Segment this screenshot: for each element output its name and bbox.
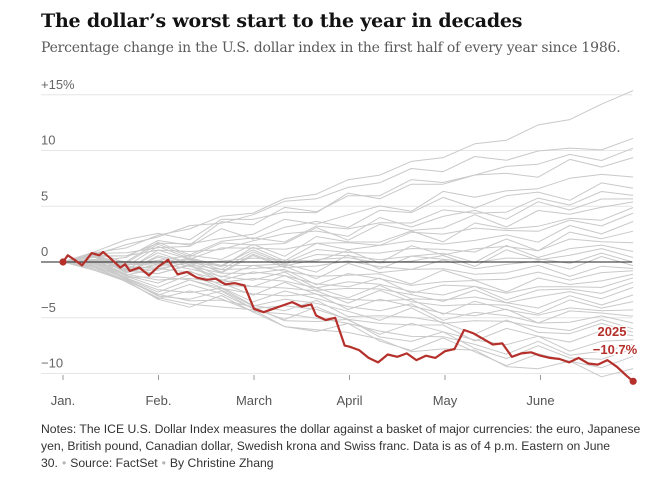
grid-layer <box>41 94 632 380</box>
chart-title: The dollar’s worst start to the year in … <box>41 10 523 32</box>
background-year-line <box>62 261 634 360</box>
background-year-line <box>62 173 634 263</box>
background-year-line <box>62 260 634 324</box>
background-year-line <box>62 261 634 378</box>
y-tick-label: +15% <box>41 77 75 92</box>
background-year-line <box>62 221 634 268</box>
background-year-line <box>62 252 634 273</box>
highlight-change-label: −10.7% <box>593 342 638 357</box>
background-year-line <box>62 90 634 263</box>
y-tick-label: −5 <box>41 300 56 315</box>
highlight-year-label: 2025 <box>598 324 627 339</box>
background-year-line <box>62 259 634 304</box>
y-tick-label: 0 <box>41 244 48 259</box>
background-year-line <box>62 258 634 316</box>
axis-label-layer: +15% 10 5 0 −5 −10 Jan. Feb. March April May June <box>41 77 555 408</box>
background-year-line <box>62 255 634 293</box>
background-year-line <box>62 255 634 280</box>
background-year-line <box>62 248 634 273</box>
chart-notes: Notes: The ICE U.S. Dollar Index measure… <box>41 421 651 472</box>
dollar-index-chart: 2025 −10.7% +15% 10 5 0 −5 −10 Jan. Feb. March Apr… <box>41 77 639 408</box>
x-tick-label: April <box>336 393 362 408</box>
background-year-line <box>62 256 634 301</box>
x-tick-label: March <box>236 393 272 408</box>
background-year-line <box>62 261 634 315</box>
x-tick-label: Jan. <box>51 393 76 408</box>
background-series-layer <box>62 90 634 378</box>
y-tick-label: 5 <box>41 188 48 203</box>
background-year-line <box>62 147 634 263</box>
background-year-line <box>62 261 634 352</box>
chart-subtitle: Percentage change in the U.S. dollar ind… <box>41 40 621 56</box>
background-year-line <box>62 261 634 335</box>
background-year-line <box>62 191 634 263</box>
background-year-line <box>62 182 634 263</box>
highlight-series-layer: 2025 −10.7% <box>59 250 639 385</box>
x-tick-label: Feb. <box>145 393 171 408</box>
background-year-line <box>62 201 634 264</box>
background-year-line <box>62 254 634 309</box>
background-year-line <box>62 238 634 273</box>
highlight-2025-line <box>62 250 634 383</box>
notes-separator: • <box>61 456 67 470</box>
source-credit: Source: FactSet <box>70 456 158 470</box>
y-tick-label: 10 <box>41 133 55 148</box>
y-tick-label: −10 <box>41 356 63 371</box>
notes-text: Notes: The ICE U.S. Dollar Index measure… <box>41 422 641 470</box>
end-point-marker <box>629 377 637 385</box>
background-year-line <box>62 261 634 324</box>
background-year-line <box>62 212 634 263</box>
byline-separator: • <box>161 456 166 470</box>
x-tick-label: June <box>526 393 554 408</box>
background-year-line <box>62 261 634 331</box>
start-point-marker <box>59 258 67 266</box>
background-year-line <box>62 137 634 263</box>
x-tick-label: May <box>433 393 458 408</box>
byline: By Christine Zhang <box>169 456 274 470</box>
background-year-line <box>62 157 634 263</box>
